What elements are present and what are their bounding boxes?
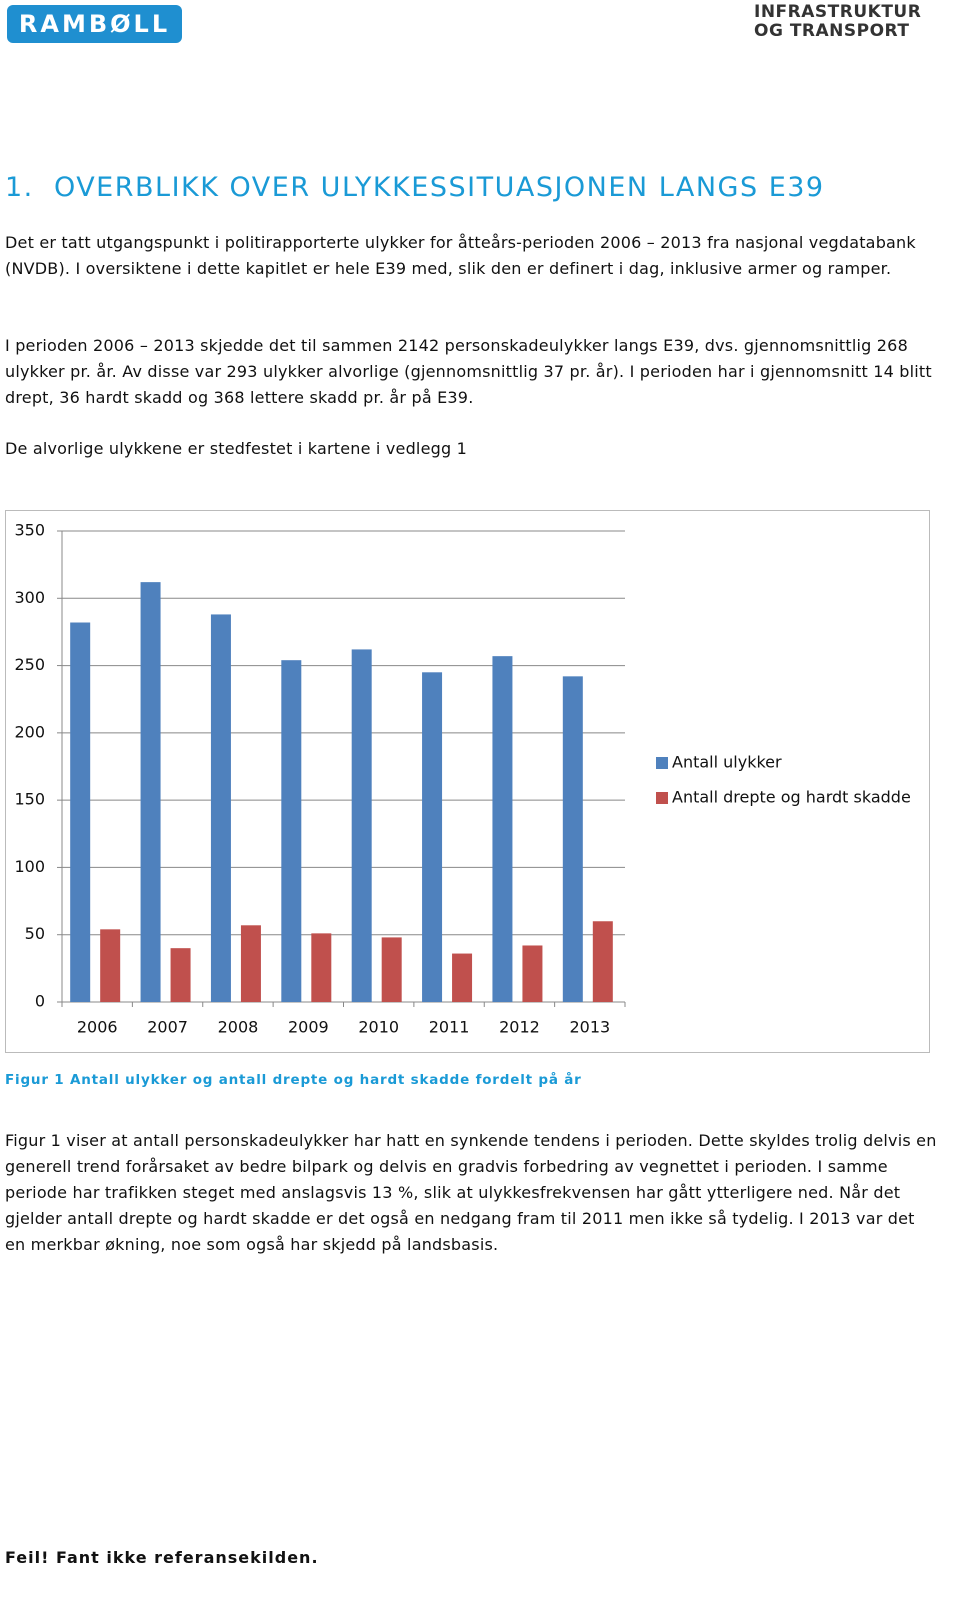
x-tick-label: 2006	[77, 1018, 118, 1037]
bar	[562, 676, 583, 1002]
heading: 1. OVERBLIKK OVER ULYKKESSITUASJONEN LAN…	[5, 172, 825, 203]
legend-label: Antall drepte og hardt skadde	[672, 788, 911, 807]
footer: Feil! Fant ikke referansekilden.	[5, 1548, 319, 1567]
division: INFRASTRUKTUR OG TRANSPORT	[754, 3, 921, 41]
bar	[351, 649, 372, 1002]
paragraph: Det er tatt utgangspunkt i politirapport…	[5, 233, 916, 278]
bar	[381, 937, 402, 1002]
bar	[240, 925, 261, 1002]
legend-label: Antall ulykker	[672, 753, 782, 772]
heading-title: OVERBLIKK OVER ULYKKESSITUASJONEN LANGS …	[53, 172, 825, 203]
x-tick-label: 2011	[429, 1018, 470, 1037]
bar	[140, 582, 161, 1002]
x-tick-label: 2012	[499, 1018, 540, 1037]
x-tick-label: 2008	[218, 1018, 259, 1037]
y-tick-label: 250	[14, 655, 45, 674]
bar	[492, 656, 513, 1002]
division-line: INFRASTRUKTUR	[754, 2, 922, 22]
paragraph: I perioden 2006 – 2013 skjedde det til s…	[5, 336, 932, 407]
y-tick-label: 300	[14, 588, 45, 607]
bar	[170, 948, 191, 1002]
y-tick-label: 350	[14, 521, 45, 540]
x-tick-label: 2009	[288, 1018, 329, 1037]
y-tick-label: 100	[14, 857, 45, 876]
paragraph: De alvorlige ulykkene er stedfestet i ka…	[5, 439, 468, 458]
bar	[422, 672, 443, 1002]
bar	[70, 622, 91, 1002]
y-tick-label: 50	[25, 924, 45, 943]
legend-swatch	[656, 792, 668, 804]
x-tick-label: 2013	[569, 1018, 610, 1037]
heading-number: 1.	[5, 172, 34, 203]
bar	[100, 929, 121, 1002]
logo: RAMBØLL	[7, 5, 182, 43]
y-tick-label: 0	[35, 992, 45, 1011]
x-tick-label: 2010	[358, 1018, 399, 1037]
caption: Figur 1 Antall ulykker og antall drepte …	[5, 1072, 582, 1088]
x-tick-label: 2007	[147, 1018, 188, 1037]
bar	[522, 945, 543, 1002]
bar	[592, 921, 613, 1002]
legend-swatch	[656, 757, 668, 769]
bar	[452, 953, 473, 1002]
paragraph: Figur 1 viser at antall personskadeulykk…	[5, 1131, 937, 1254]
chart: 0 50 100 150 200 250 300 350 2006 2007 2008 2009 201…	[5, 510, 930, 1053]
division-line: OG TRANSPORT	[754, 21, 910, 41]
bar	[311, 933, 332, 1002]
y-tick-label: 150	[14, 790, 45, 809]
bar	[281, 660, 302, 1002]
y-tick-label: 200	[14, 722, 45, 741]
bar	[210, 614, 231, 1002]
